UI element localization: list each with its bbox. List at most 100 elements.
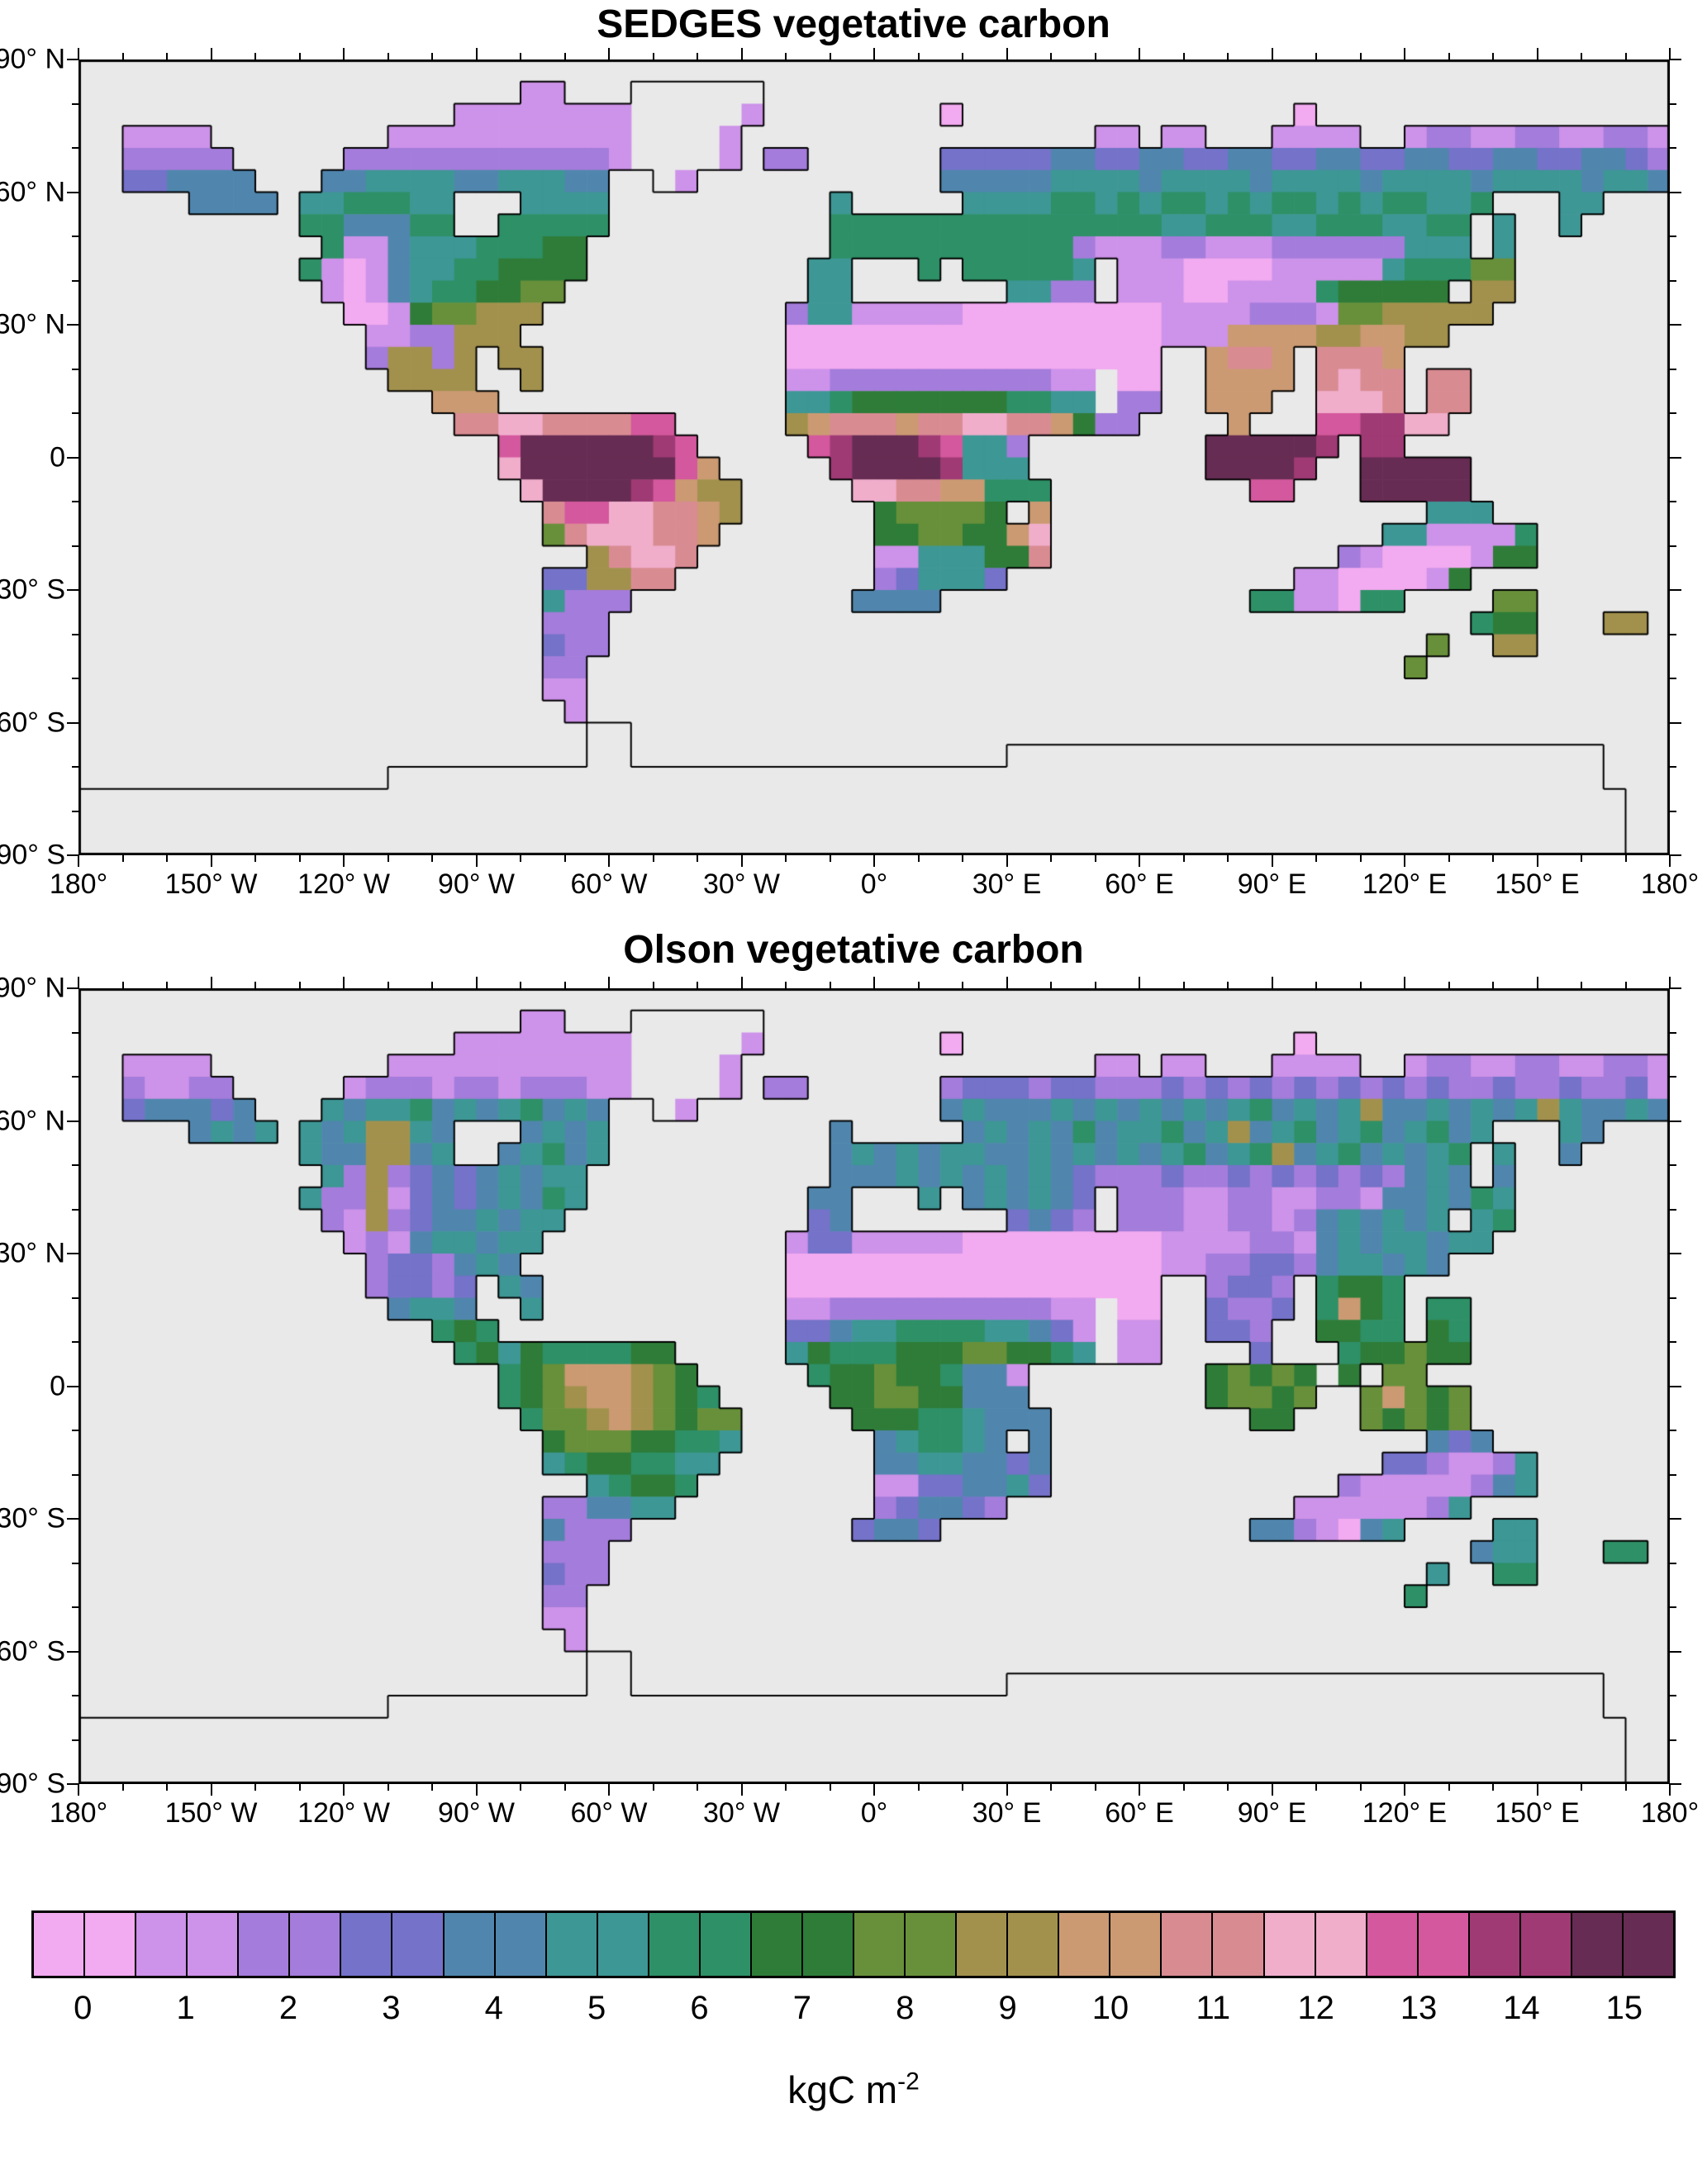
axis-tick bbox=[298, 53, 301, 59]
lon-tick-label: 180° bbox=[1640, 868, 1700, 900]
axis-tick bbox=[1624, 1784, 1627, 1791]
axis-tick bbox=[1094, 1784, 1096, 1791]
axis-tick bbox=[1139, 977, 1140, 988]
lon-tick-label: 90° E bbox=[1237, 1797, 1307, 1829]
axis-tick bbox=[1404, 1784, 1405, 1796]
axis-tick bbox=[1315, 982, 1317, 988]
lon-tick-label: 180° bbox=[49, 1797, 108, 1829]
olson-panel-title: Olson vegetative carbon bbox=[623, 928, 1084, 972]
axis-tick bbox=[72, 1164, 78, 1166]
axis-tick bbox=[1670, 236, 1676, 237]
axis-tick bbox=[697, 1784, 698, 1791]
axis-tick bbox=[1006, 977, 1008, 988]
lat-tick-label: 90° S bbox=[0, 1768, 65, 1800]
colorbar-tick-label: 13 bbox=[1400, 1990, 1438, 2026]
colorbar-tick-label: 10 bbox=[1091, 1990, 1129, 2026]
colorbar-segment bbox=[1469, 1913, 1521, 1976]
lon-tick-label: 90° W bbox=[438, 868, 515, 900]
axis-tick bbox=[1670, 501, 1676, 502]
lon-tick-label: 120° E bbox=[1362, 1797, 1448, 1829]
axis-tick bbox=[1670, 987, 1681, 989]
colorbar-segment bbox=[700, 1913, 752, 1976]
colorbar-tick-label: 3 bbox=[382, 1990, 401, 2026]
lon-tick-label: 180° bbox=[49, 868, 108, 900]
colorbar-segment bbox=[1315, 1913, 1367, 1976]
axis-tick bbox=[1050, 982, 1052, 988]
axis-tick bbox=[1227, 53, 1229, 59]
colorbar-tick-label: 9 bbox=[998, 1990, 1017, 2026]
axis-tick bbox=[72, 810, 78, 812]
axis-tick bbox=[1670, 324, 1681, 326]
colorbar-segment bbox=[188, 1913, 240, 1976]
axis-tick bbox=[387, 1784, 389, 1791]
colorbar-tick-label: 8 bbox=[896, 1990, 915, 2026]
axis-tick bbox=[1670, 854, 1681, 856]
axis-tick bbox=[1670, 1341, 1676, 1343]
colorbar-segment bbox=[444, 1913, 496, 1976]
axis-tick bbox=[431, 1784, 433, 1791]
colorbar-tick-label: 15 bbox=[1605, 1990, 1643, 2026]
axis-tick bbox=[1670, 678, 1676, 679]
axis-tick bbox=[210, 855, 212, 867]
axis-tick bbox=[563, 53, 566, 59]
axis-tick bbox=[67, 1518, 78, 1520]
colorbar-segment bbox=[1520, 1913, 1572, 1976]
axis-tick bbox=[475, 1784, 478, 1796]
axis-tick bbox=[431, 982, 433, 988]
axis-tick bbox=[1536, 1784, 1538, 1796]
axis-tick bbox=[166, 53, 168, 59]
axis-tick bbox=[1670, 1650, 1681, 1653]
colorbar-segment bbox=[1571, 1913, 1624, 1976]
lon-tick-label: 90° E bbox=[1237, 868, 1307, 900]
axis-tick bbox=[1227, 982, 1229, 988]
axis-tick bbox=[829, 1784, 831, 1791]
axis-tick bbox=[1404, 977, 1405, 988]
lon-tick-label: 120° W bbox=[297, 1797, 390, 1829]
axis-tick bbox=[72, 1739, 78, 1741]
axis-tick bbox=[785, 982, 787, 988]
colorbar-tick-label: 4 bbox=[484, 1990, 503, 2026]
axis-tick bbox=[520, 855, 521, 862]
lon-tick-label: 0° bbox=[860, 868, 888, 900]
lon-tick-label: 30° E bbox=[972, 868, 1042, 900]
axis-tick bbox=[1006, 1784, 1008, 1796]
axis-tick bbox=[1670, 1076, 1676, 1078]
axis-tick bbox=[343, 48, 345, 59]
axis-tick bbox=[1492, 53, 1494, 59]
axis-tick bbox=[1404, 855, 1405, 867]
axis-tick bbox=[873, 977, 875, 988]
axis-tick bbox=[873, 855, 875, 867]
axis-tick bbox=[72, 501, 78, 502]
axis-tick bbox=[563, 1784, 566, 1791]
axis-tick bbox=[121, 855, 124, 862]
lat-tick-label: 90° N bbox=[0, 972, 65, 1004]
axis-tick bbox=[1050, 1784, 1052, 1791]
colorbar-segment bbox=[1367, 1913, 1419, 1976]
axis-tick bbox=[962, 53, 963, 59]
axis-tick bbox=[1536, 977, 1538, 988]
colorbar-segment bbox=[854, 1913, 906, 1976]
lat-tick-label: 90° N bbox=[0, 43, 65, 75]
axis-tick bbox=[1492, 1784, 1494, 1791]
colorbar-segment bbox=[1213, 1913, 1265, 1976]
colorbar-segment bbox=[392, 1913, 445, 1976]
axis-tick bbox=[608, 855, 610, 867]
axis-tick bbox=[917, 982, 920, 988]
axis-tick bbox=[1094, 982, 1096, 988]
axis-tick bbox=[72, 1076, 78, 1078]
olson-map-plot: 180° 150° W 120° W 90° W 60° W 30° W 0° 30° E 60… bbox=[0, 973, 1699, 1830]
axis-tick bbox=[67, 324, 78, 326]
axis-tick bbox=[697, 855, 698, 862]
axis-tick bbox=[1670, 1518, 1681, 1520]
axis-tick bbox=[67, 1253, 78, 1254]
axis-tick bbox=[254, 855, 256, 862]
axis-tick bbox=[1581, 53, 1582, 59]
lat-tick-label: 90° S bbox=[0, 839, 65, 871]
axis-tick bbox=[1670, 1253, 1681, 1254]
lon-tick-label: 30° W bbox=[703, 868, 780, 900]
axis-tick bbox=[166, 1784, 168, 1791]
sedges-map-canvas bbox=[78, 59, 1670, 855]
axis-tick bbox=[1670, 412, 1676, 414]
axis-tick bbox=[1139, 1784, 1140, 1796]
axis-tick bbox=[1670, 1739, 1676, 1741]
